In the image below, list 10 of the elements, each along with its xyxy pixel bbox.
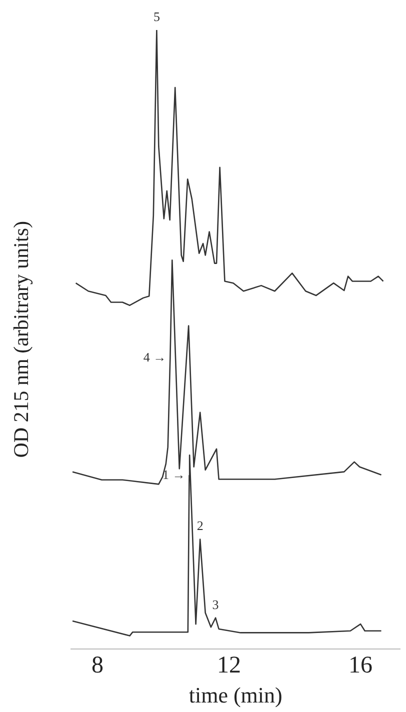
x-tick-label: 8 [92,652,104,678]
x-tick-label: 16 [348,652,373,678]
annotation: 2 [196,518,204,534]
annotation: 4 → [143,349,166,364]
x-axis-title: time (min) [188,682,282,708]
y-axis-title: OD 215 nm (arbitrary units) [9,221,34,458]
annotation: 1 → [162,466,186,482]
annotation: 5 [153,8,160,24]
x-tick-label: 12 [217,652,242,678]
annotation: 3 [212,596,219,612]
